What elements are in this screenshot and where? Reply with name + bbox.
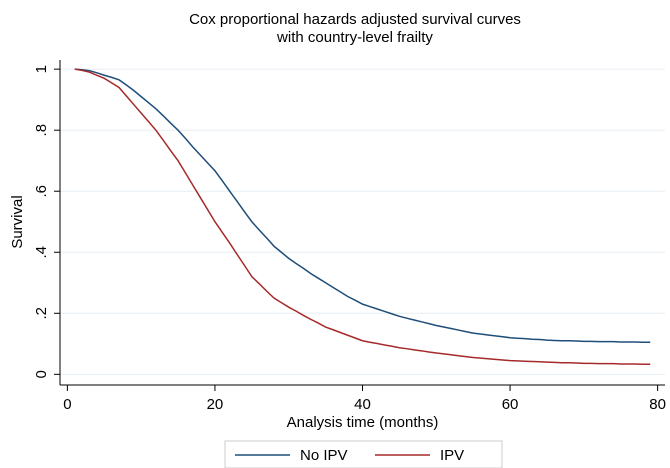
survival-line (74, 68, 651, 365)
x-axis-label: Analysis time (months) (287, 414, 439, 431)
y-axis-label: Survival (9, 195, 26, 248)
y-tick-label: .2 (33, 307, 50, 320)
x-tick-label: 60 (502, 396, 519, 413)
x-tick-label: 40 (354, 396, 371, 413)
y-tick-label: .6 (33, 185, 50, 198)
y-tick-label: 1 (33, 65, 50, 73)
chart-title: Cox proportional hazards adjusted surviv… (189, 11, 521, 28)
x-tick-label: 80 (649, 396, 666, 413)
x-tick-label: 0 (63, 396, 71, 413)
legend-label: IPV (440, 447, 464, 464)
y-tick-label: .4 (33, 246, 50, 259)
legend-label: No IPV (300, 447, 348, 464)
x-tick-label: 20 (207, 396, 224, 413)
y-tick-label: .8 (33, 124, 50, 137)
y-tick-label: 0 (33, 370, 50, 378)
survival-line (74, 68, 651, 344)
chart-title: with country-level frailty (276, 29, 433, 46)
